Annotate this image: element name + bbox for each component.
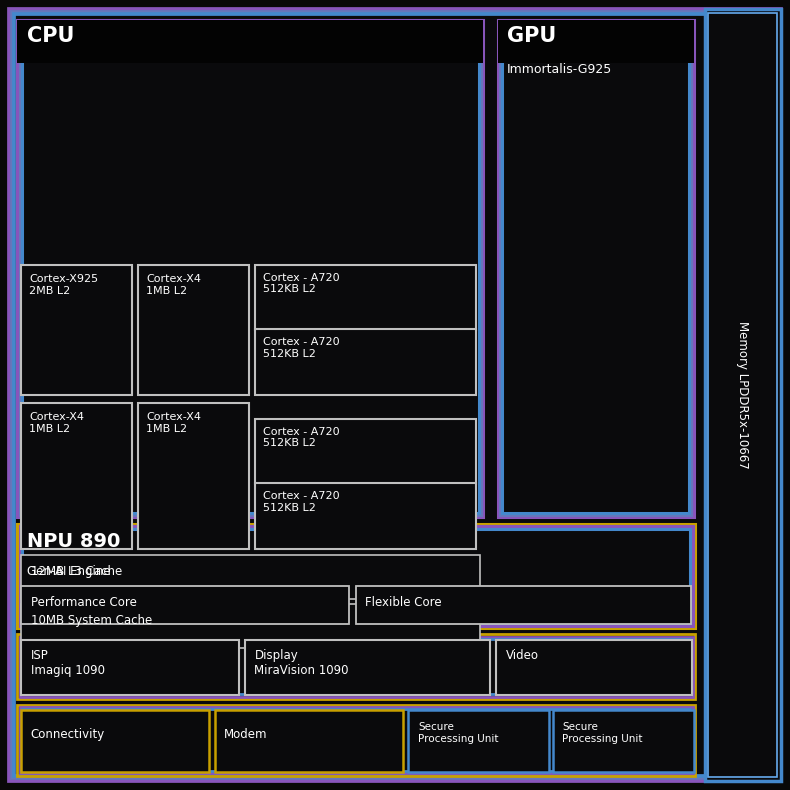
Text: Video: Video <box>506 649 539 662</box>
Bar <box>21 604 480 648</box>
Bar <box>21 403 132 549</box>
Bar <box>215 710 403 772</box>
Bar <box>17 705 695 776</box>
Text: Connectivity: Connectivity <box>31 728 105 740</box>
Bar <box>408 710 549 772</box>
Text: Cortex-X925
2MB L2: Cortex-X925 2MB L2 <box>29 274 98 295</box>
Bar <box>22 709 690 771</box>
Text: Cortex - A720
512KB L2: Cortex - A720 512KB L2 <box>263 491 340 513</box>
Bar <box>708 13 777 777</box>
Text: Secure
Processing Unit: Secure Processing Unit <box>418 722 498 743</box>
Bar <box>21 555 480 599</box>
Bar <box>20 526 693 626</box>
Bar <box>21 586 349 624</box>
Text: Display
MiraVision 1090: Display MiraVision 1090 <box>254 649 349 677</box>
Bar <box>356 586 691 624</box>
Bar <box>17 524 695 628</box>
Bar <box>498 20 694 517</box>
Bar <box>21 710 209 772</box>
Text: Cortex - A720
512KB L2: Cortex - A720 512KB L2 <box>263 427 340 448</box>
Bar <box>138 403 249 549</box>
Bar <box>498 20 694 63</box>
Bar <box>496 640 692 695</box>
Bar <box>17 705 695 776</box>
Bar <box>20 707 693 773</box>
Text: NPU 890: NPU 890 <box>27 532 120 551</box>
Bar <box>255 483 476 549</box>
Text: Cortex-X4
1MB L2: Cortex-X4 1MB L2 <box>29 412 85 434</box>
Text: CPU: CPU <box>27 26 74 46</box>
Text: Immortalis-G925: Immortalis-G925 <box>507 63 612 76</box>
Text: Flexible Core: Flexible Core <box>365 596 442 608</box>
Bar <box>20 22 481 515</box>
Bar <box>705 9 781 781</box>
Text: Gen-AI Engine: Gen-AI Engine <box>27 565 111 577</box>
Bar <box>17 634 695 699</box>
Bar <box>498 20 694 517</box>
Text: Memory LPDDR5x-10667: Memory LPDDR5x-10667 <box>736 321 749 469</box>
Bar <box>21 265 132 395</box>
Bar <box>17 20 483 517</box>
Bar <box>22 24 479 513</box>
Bar <box>553 710 694 772</box>
Text: Modem: Modem <box>224 728 268 740</box>
Bar <box>17 20 483 63</box>
Bar <box>255 265 476 330</box>
Bar <box>20 637 693 697</box>
Bar <box>245 640 490 695</box>
Text: Performance Core: Performance Core <box>31 596 137 608</box>
Text: Cortex - A720
512KB L2: Cortex - A720 512KB L2 <box>263 273 340 294</box>
Text: 10MB System Cache: 10MB System Cache <box>31 614 152 626</box>
Bar <box>500 22 691 515</box>
Text: Cortex-X4
1MB L2: Cortex-X4 1MB L2 <box>146 412 201 434</box>
Bar <box>17 634 695 699</box>
Bar <box>21 640 239 695</box>
Bar <box>17 524 695 628</box>
Text: GPU: GPU <box>507 26 556 46</box>
Bar <box>22 529 690 623</box>
Text: 12MB L3 Cache: 12MB L3 Cache <box>31 565 122 577</box>
Text: ISP
Imagiq 1090: ISP Imagiq 1090 <box>31 649 105 677</box>
Bar <box>17 20 483 517</box>
Bar <box>138 265 249 395</box>
Text: Cortex-X4
1MB L2: Cortex-X4 1MB L2 <box>146 274 201 295</box>
Bar <box>22 639 690 694</box>
Bar <box>502 24 689 513</box>
Bar <box>255 329 476 395</box>
Bar <box>255 419 476 484</box>
Text: Cortex - A720
512KB L2: Cortex - A720 512KB L2 <box>263 337 340 359</box>
Text: Secure
Processing Unit: Secure Processing Unit <box>562 722 643 743</box>
